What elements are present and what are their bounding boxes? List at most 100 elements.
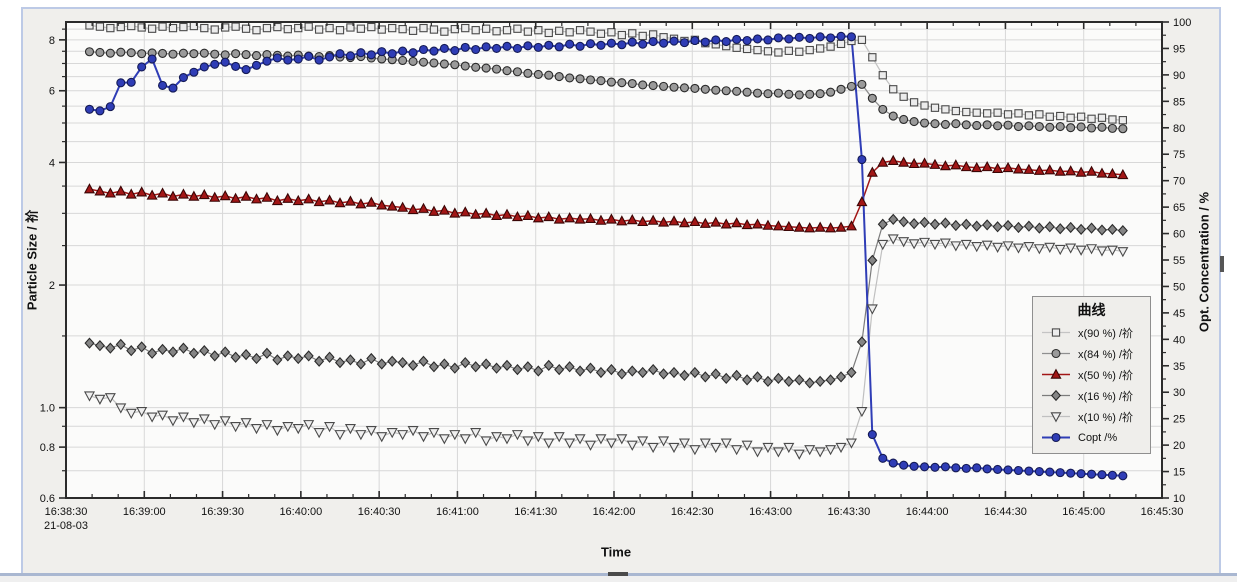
data-point-marker <box>846 32 857 42</box>
data-point-marker <box>189 49 199 59</box>
data-point-marker <box>481 63 491 73</box>
data-point-marker <box>241 348 252 361</box>
data-point-marker <box>783 375 794 388</box>
data-point-marker <box>919 462 930 472</box>
data-point-marker <box>377 47 387 57</box>
right-splitter-handle[interactable] <box>1220 256 1224 272</box>
data-point-marker <box>939 238 951 249</box>
data-point-marker <box>83 183 96 194</box>
data-point-marker <box>116 78 126 88</box>
data-point-marker <box>303 350 314 362</box>
data-point-marker <box>512 67 522 77</box>
data-point-marker <box>607 28 616 37</box>
data-point-marker <box>668 215 680 226</box>
data-point-marker <box>1075 245 1087 256</box>
data-point-marker <box>198 188 210 200</box>
data-point-marker <box>157 187 169 198</box>
data-point-marker <box>168 49 178 59</box>
data-point-marker <box>199 62 209 72</box>
data-point-marker <box>982 120 992 130</box>
data-point-marker <box>137 49 147 59</box>
data-point-marker <box>637 366 648 379</box>
data-point-marker <box>1051 348 1061 359</box>
legend-marker-square-icon <box>1042 328 1070 337</box>
data-point-marker <box>1013 465 1024 476</box>
data-point-marker <box>596 40 606 50</box>
data-point-marker <box>136 186 148 197</box>
data-point-marker <box>857 154 867 165</box>
data-point-marker <box>292 194 304 206</box>
data-point-marker <box>1066 113 1075 122</box>
data-point-marker <box>1023 242 1035 253</box>
data-point-marker <box>480 436 492 447</box>
data-point-marker <box>993 108 1002 117</box>
data-point-marker <box>1023 220 1034 232</box>
legend-item: x(84 %) /祄 <box>1033 343 1150 364</box>
data-point-marker <box>544 28 553 38</box>
data-point-marker <box>1012 163 1024 174</box>
data-point-marker <box>115 403 127 414</box>
data-point-marker <box>616 215 628 226</box>
data-point-marker <box>408 359 419 371</box>
data-point-marker <box>679 83 690 93</box>
data-point-marker <box>346 23 355 32</box>
left-axis-tick-label: 2 <box>49 280 55 292</box>
data-point-marker <box>669 82 679 92</box>
data-point-marker <box>377 54 387 64</box>
data-point-marker <box>272 354 283 366</box>
data-point-marker <box>230 192 242 203</box>
data-point-marker <box>168 83 178 93</box>
data-point-marker <box>501 359 513 371</box>
data-point-marker <box>898 237 910 248</box>
data-point-marker <box>355 198 367 209</box>
data-point-marker <box>544 40 554 50</box>
data-point-marker <box>376 199 388 210</box>
data-point-marker <box>95 47 105 58</box>
data-point-marker <box>658 368 669 380</box>
data-point-marker <box>282 192 294 203</box>
data-point-marker <box>231 61 241 71</box>
data-point-marker <box>126 77 136 87</box>
data-point-marker <box>147 24 157 33</box>
data-point-marker <box>596 76 606 86</box>
data-point-marker <box>616 434 628 445</box>
data-point-marker <box>699 438 711 449</box>
data-point-marker <box>417 202 430 213</box>
data-point-marker <box>981 160 993 172</box>
data-point-marker <box>355 430 367 441</box>
data-point-marker <box>648 80 658 91</box>
left-axis-tick-label: 8 <box>49 35 55 47</box>
data-point-marker <box>511 430 523 441</box>
data-point-marker <box>1055 223 1066 235</box>
data-point-marker <box>763 89 773 99</box>
data-point-marker <box>929 158 941 169</box>
data-point-marker <box>731 217 743 228</box>
data-point-marker <box>240 190 252 201</box>
data-point-marker <box>367 22 376 32</box>
data-point-marker <box>324 351 335 363</box>
data-point-marker <box>690 35 700 46</box>
data-point-marker <box>450 46 460 56</box>
data-point-marker <box>271 194 283 206</box>
splitter-handle[interactable] <box>608 572 628 577</box>
data-point-marker <box>219 189 231 201</box>
data-point-marker <box>157 410 169 421</box>
data-point-marker <box>1012 243 1024 254</box>
data-point-marker <box>700 371 711 383</box>
data-point-marker <box>836 84 846 94</box>
data-point-marker <box>637 436 649 447</box>
right-axis-tick-label: 80 <box>1173 123 1185 135</box>
data-point-marker <box>1034 122 1044 132</box>
data-point-marker <box>659 38 669 48</box>
legend-item: Copt /% <box>1033 427 1150 448</box>
data-point-marker <box>388 23 397 33</box>
data-point-marker <box>585 362 596 374</box>
data-point-marker <box>805 89 815 99</box>
data-point-marker <box>711 35 721 45</box>
right-axis-tick-label: 95 <box>1173 43 1185 55</box>
data-point-marker <box>1024 111 1034 120</box>
data-point-marker <box>1024 121 1034 131</box>
data-point-marker <box>930 462 940 472</box>
data-point-marker <box>668 366 680 379</box>
data-point-marker <box>115 338 126 351</box>
